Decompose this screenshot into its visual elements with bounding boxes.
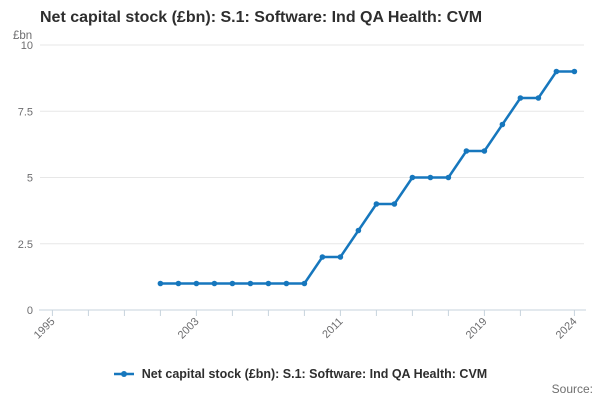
legend[interactable]: Net capital stock (£bn): S.1: Software: … [0,365,600,383]
data-point-marker[interactable] [301,280,308,287]
y-tick-label: 0 [27,305,33,317]
series-line [159,70,576,285]
data-point-marker[interactable] [373,201,380,207]
data-point-marker[interactable] [481,148,488,154]
data-point-marker[interactable] [337,254,344,260]
data-point-marker[interactable] [445,174,452,181]
source-label: Source: [551,382,593,396]
legend-label: Net capital stock (£bn): S.1: Software: … [141,367,488,381]
y-tick-label: 10 [21,40,33,52]
x-tick-label: 2024 [554,316,580,342]
data-point-marker[interactable] [427,174,434,181]
y-tick-label: 5 [27,173,33,185]
data-point-marker[interactable] [211,280,218,287]
data-point-marker[interactable] [571,68,578,75]
x-tick-label: 1995 [32,316,58,342]
data-point-marker[interactable] [229,280,236,287]
data-point-marker[interactable] [319,254,326,260]
data-point-marker[interactable] [355,227,362,234]
legend-line-marker-icon [113,371,134,377]
data-point-marker[interactable] [553,68,560,75]
data-point-marker[interactable] [535,95,542,101]
x-tick-label: 2019 [464,316,490,342]
x-tick-label: 2003 [176,316,202,342]
chart-title: Net capital stock (£bn): S.1: Software: … [40,9,483,26]
y-tick-label: 2.5 [18,239,33,251]
data-point-marker[interactable] [265,280,272,287]
data-point-marker[interactable] [409,174,416,181]
data-point-marker[interactable] [193,280,200,287]
data-point-marker[interactable] [247,280,254,287]
data-point-marker[interactable] [283,280,290,287]
data-point-marker[interactable] [463,148,470,154]
data-point-marker[interactable] [157,280,164,287]
data-point-marker[interactable] [499,121,506,128]
x-tick-label: 2011 [320,316,345,341]
data-point-marker[interactable] [391,201,398,207]
data-point-marker[interactable] [517,95,524,101]
y-tick-label: 7.5 [18,106,33,118]
data-point-marker[interactable] [175,280,182,287]
y-axis-unit-label: £bn [13,30,32,42]
